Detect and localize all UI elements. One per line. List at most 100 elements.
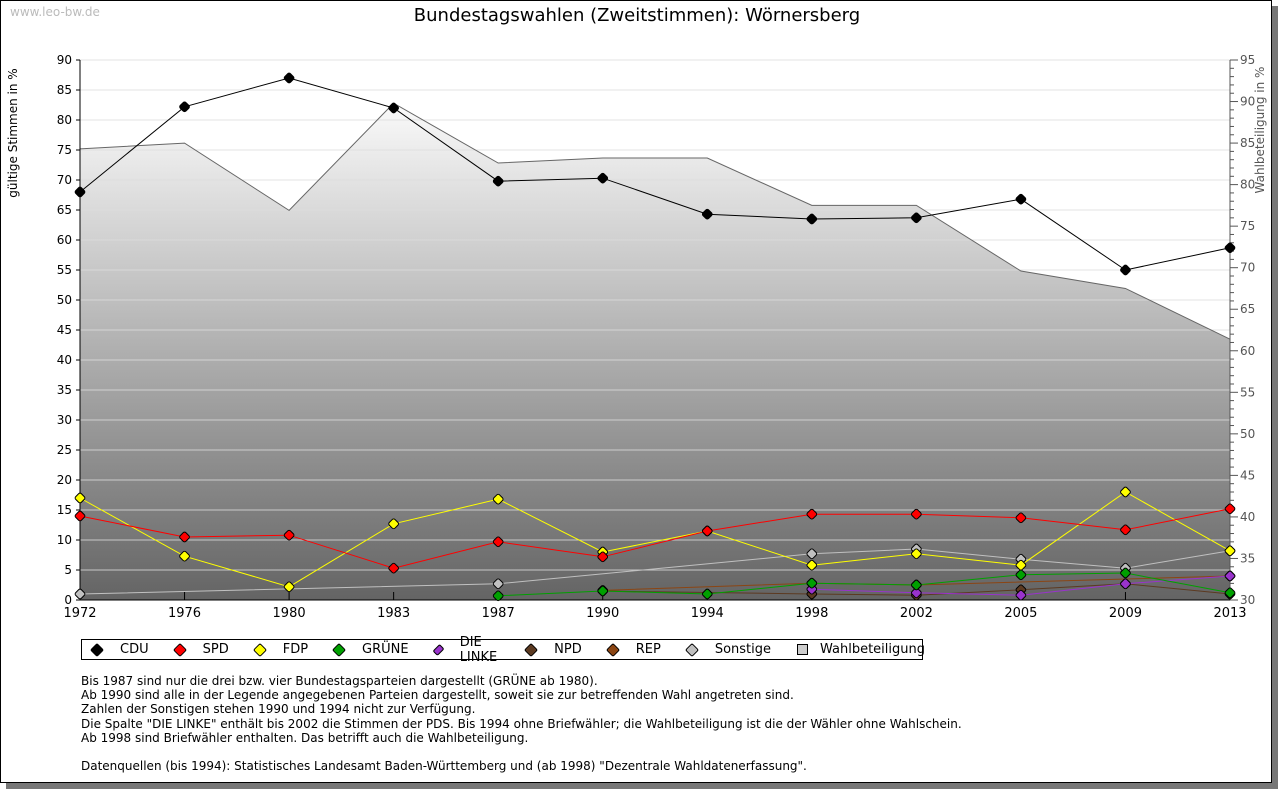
series-line-grüne: [498, 572, 1231, 597]
data-point-cdu: [701, 208, 713, 220]
legend: CDU SPD FDP GRÜNE DIE LINKE NPD REP Sonstige Wah…: [81, 635, 925, 665]
data-point-grüne: [806, 577, 818, 589]
data-point-grüne: [1120, 567, 1131, 579]
legend-item: SPD: [172, 642, 229, 657]
legend-item: REP: [605, 642, 661, 657]
note-line: Datenquellen (bis 1994): Statistisches L…: [81, 759, 807, 774]
data-point-cdu: [911, 212, 922, 224]
x-tick-label: 2013: [1213, 606, 1246, 621]
y-tick-label: 70: [57, 173, 72, 187]
data-point-spd: [74, 510, 86, 522]
data-point-grüne: [701, 588, 713, 600]
y-tick-label: 85: [57, 83, 72, 97]
note-line: Ab 1990 sind alle in der Legende angegeb…: [81, 688, 794, 703]
data-point-spd: [1224, 503, 1236, 515]
y-tick-label: 65: [57, 203, 72, 217]
series-line-fdp: [79, 491, 1231, 588]
legend-label: CDU: [120, 642, 149, 657]
data-point-spd: [283, 529, 295, 541]
data-point-die-linke: [1015, 589, 1027, 601]
data-point-cdu: [283, 72, 295, 84]
data-point-spd: [179, 531, 190, 543]
data-point-grüne: [911, 579, 922, 591]
data-point-sonstige: [492, 578, 504, 590]
data-point-spd: [388, 562, 399, 574]
y-tick-label: 0: [64, 593, 72, 607]
data-point-fdp: [492, 493, 504, 505]
notes: Bis 1987 sind nur die drei bzw. vier Bun…: [81, 674, 962, 773]
data-point-spd: [597, 551, 609, 563]
data-point-cdu: [1120, 264, 1131, 276]
data-point-fdp: [74, 492, 86, 504]
data-point-grüne: [1224, 587, 1236, 599]
data-point-die-linke: [1120, 578, 1131, 590]
legend-label: SPD: [202, 642, 229, 657]
data-point-spd: [1120, 524, 1131, 536]
legend-label: Sonstige: [714, 642, 771, 657]
y-tick-label: 25: [57, 443, 72, 457]
data-point-spd: [911, 508, 922, 520]
y2-tick-label: 95: [1240, 53, 1255, 67]
data-point-fdp: [283, 581, 295, 593]
data-point-grüne: [492, 590, 504, 602]
source-label: www.leo-bw.de: [10, 5, 100, 19]
legend-label: DIE LINKE: [459, 634, 498, 665]
x-tick-label: 1983: [377, 606, 410, 621]
y-tick-label: 50: [57, 293, 72, 307]
y2-tick-label: 80: [1240, 178, 1255, 192]
y2-tick-label: 45: [1240, 468, 1255, 482]
series-line-spd: [79, 508, 1231, 569]
x-tick-label: 1980: [273, 606, 306, 621]
y-tick-label: 75: [57, 143, 72, 157]
legend-item: DIE LINKE: [432, 634, 501, 665]
y-tick-label: 55: [57, 263, 72, 277]
data-point-spd: [701, 525, 713, 537]
y-tick-label: 5: [64, 563, 72, 577]
legend-label: FDP: [282, 642, 309, 657]
y-tick-label: 35: [57, 383, 72, 397]
data-point-cdu: [806, 213, 818, 225]
x-tick-label: 1987: [482, 606, 515, 621]
data-point-fdp: [911, 548, 922, 560]
data-point-spd: [1015, 512, 1027, 524]
data-point-grüne: [1015, 569, 1027, 581]
x-tick-label: 1990: [586, 606, 619, 621]
data-point-spd: [492, 536, 504, 548]
y-tick-label: 10: [57, 533, 72, 547]
data-point-cdu: [597, 172, 609, 184]
y-tick-label: 90: [57, 53, 72, 67]
y2-tick-label: 40: [1240, 510, 1255, 524]
legend-item: CDU: [89, 642, 149, 657]
series-line-npd: [602, 583, 1231, 596]
note-line: Zahlen der Sonstigen stehen 1990 und 199…: [81, 702, 476, 717]
x-tick-label: 1998: [795, 606, 828, 621]
y2-tick-label: 50: [1240, 427, 1255, 441]
turnout-line: [79, 102, 1231, 340]
legend-label: NPD: [554, 642, 582, 657]
data-point-spd: [806, 508, 818, 520]
y2-tick-label: 90: [1240, 95, 1255, 109]
note-line: Die Spalte "DIE LINKE" enthält bis 2002 …: [81, 716, 962, 731]
y-tick-label: 30: [57, 413, 72, 427]
x-tick-label: 2002: [900, 606, 933, 621]
x-tick-label: 1976: [168, 606, 201, 621]
data-point-die-linke: [911, 587, 922, 599]
legend-marker: [797, 644, 808, 655]
y2-tick-label: 30: [1240, 593, 1255, 607]
y-tick-label: 60: [57, 233, 72, 247]
y2-tick-label: 55: [1240, 385, 1255, 399]
data-point-fdp: [1120, 486, 1131, 498]
note-line: Ab 1998 sind Briefwähler enthalten. Das …: [81, 730, 529, 745]
data-point-cdu: [492, 175, 504, 187]
data-point-sonstige: [74, 588, 86, 600]
y-tick-label: 40: [57, 353, 72, 367]
legend-item: GRÜNE: [331, 642, 409, 657]
legend-item: NPD: [524, 642, 582, 657]
y2-tick-label: 75: [1240, 219, 1255, 233]
data-point-fdp: [179, 550, 190, 562]
legend-item: Wahlbeteiligung: [797, 642, 925, 657]
note-line: Bis 1987 sind nur die drei bzw. vier Bun…: [81, 674, 598, 688]
x-tick-label: 2005: [1004, 606, 1037, 621]
x-tick-label: 2009: [1109, 606, 1142, 621]
data-point-sonstige: [806, 548, 818, 560]
